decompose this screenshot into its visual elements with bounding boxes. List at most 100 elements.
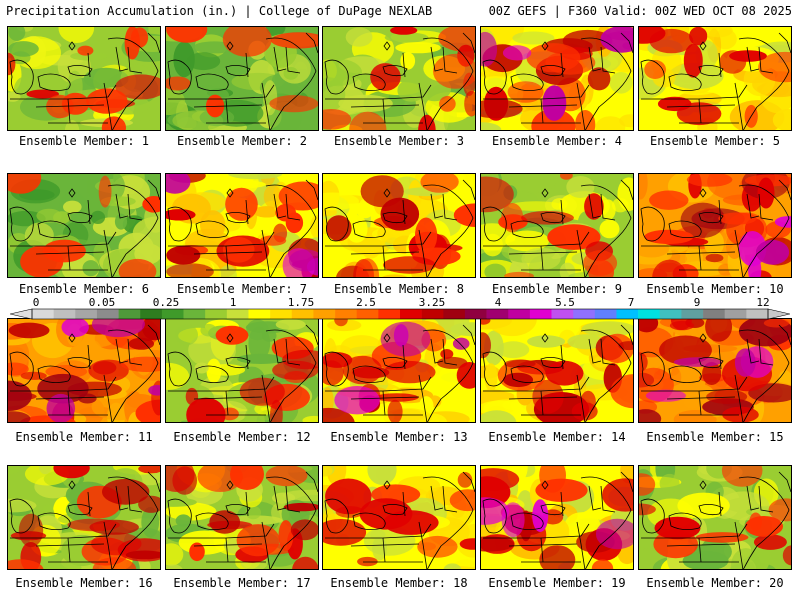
colorbar-swatch — [75, 309, 98, 319]
precip-area — [278, 520, 294, 551]
map-boundary — [718, 199, 722, 225]
map-boundary — [37, 73, 71, 91]
map-boundary — [167, 498, 192, 534]
map-boundary — [67, 231, 117, 247]
map-boundary — [9, 206, 34, 242]
ensemble-map-6 — [7, 173, 161, 278]
station-marker-icon — [699, 41, 707, 51]
precip-area — [225, 187, 258, 221]
precip-area — [323, 352, 353, 368]
precip-area — [639, 239, 670, 258]
precip-area — [185, 387, 199, 406]
precip-area — [527, 335, 566, 348]
colorbar-swatch — [226, 309, 249, 319]
map-boundary — [718, 491, 722, 517]
map-boundary — [640, 206, 665, 242]
map-boundary — [37, 512, 71, 530]
precip-area — [236, 353, 286, 364]
precip-area — [338, 94, 393, 113]
station-marker-icon — [383, 188, 391, 198]
colorbar-tick: 1.75 — [287, 296, 315, 309]
colorbar-tick: 0.05 — [88, 296, 116, 309]
precip-area — [357, 556, 378, 567]
precip-area — [417, 535, 458, 558]
map-boundary — [540, 84, 590, 100]
colorbar-swatch — [573, 309, 596, 319]
precip-area — [677, 492, 730, 519]
colorbar-svg — [10, 308, 790, 320]
precip-area — [587, 67, 611, 91]
map-boundary — [698, 357, 724, 369]
colorbar-swatch — [443, 309, 466, 319]
precip-area — [26, 89, 59, 99]
precip-area — [102, 478, 150, 505]
ensemble-map-5 — [638, 26, 792, 131]
colorbar-swatch — [486, 309, 509, 319]
precip-area — [218, 265, 237, 277]
map-boundary — [87, 491, 91, 517]
precip-area — [510, 174, 556, 194]
station-marker-icon — [699, 480, 707, 490]
map-boundary — [245, 491, 249, 517]
precip-area — [334, 319, 348, 327]
precip-map — [8, 27, 160, 130]
map-boundary — [698, 523, 748, 539]
map-boundary — [422, 184, 474, 277]
map-boundary — [698, 65, 724, 77]
map-boundary — [580, 37, 632, 130]
map-boundary — [67, 65, 93, 77]
colorbar-swatch — [464, 309, 487, 319]
precip-area — [745, 516, 783, 537]
colorbar-swatch — [529, 309, 552, 319]
map-boundary — [245, 52, 249, 78]
map-boundary — [37, 220, 71, 238]
map-boundary — [620, 324, 633, 346]
precip-area — [141, 507, 160, 538]
precip-area — [481, 410, 517, 422]
colorbar-swatch — [421, 309, 444, 319]
map-boundary — [560, 344, 564, 370]
station-marker-icon — [68, 333, 76, 343]
precip-area — [345, 215, 368, 243]
map-boundary — [9, 351, 34, 387]
map-boundary — [195, 512, 229, 530]
map-boundary — [576, 229, 586, 277]
ensemble-map-19 — [480, 465, 634, 570]
map-boundary — [167, 59, 192, 95]
map-boundary — [430, 46, 444, 72]
precip-area — [302, 415, 318, 422]
map-boundary — [273, 193, 287, 219]
map-boundary — [261, 229, 271, 277]
map-boundary — [600, 485, 616, 513]
map-boundary — [285, 193, 301, 221]
colorbar-tick: 2.5 — [356, 296, 376, 309]
map-boundary — [225, 357, 251, 369]
precip-area — [292, 556, 318, 569]
precip-area — [649, 28, 694, 54]
precip-area — [166, 174, 191, 194]
map-boundary — [127, 338, 143, 366]
map-boundary — [115, 193, 129, 219]
colorbar-swatch — [508, 309, 531, 319]
precip-area — [382, 274, 408, 277]
ensemble-member-label: Ensemble Member: 13 — [330, 430, 468, 444]
precip-area — [415, 217, 438, 254]
map-boundary — [382, 212, 408, 224]
map-boundary — [418, 521, 428, 569]
colorbar-swatch — [594, 309, 617, 319]
colorbar-swatch — [96, 309, 119, 319]
precip-map — [481, 466, 633, 569]
precip-area — [323, 407, 355, 422]
map-boundary — [758, 338, 774, 366]
precip-area — [676, 102, 722, 126]
ensemble-map-1 — [7, 26, 161, 131]
precip-area — [508, 201, 564, 211]
map-boundary — [620, 179, 633, 201]
ensemble-member-label: Ensemble Member: 17 — [173, 576, 311, 590]
ensemble-member-label: Ensemble Member: 11 — [15, 430, 153, 444]
precip-area — [380, 321, 431, 357]
precip-area — [682, 550, 729, 569]
map-boundary — [103, 82, 113, 130]
colorbar-swatch — [400, 309, 422, 319]
map-boundary — [382, 231, 432, 247]
